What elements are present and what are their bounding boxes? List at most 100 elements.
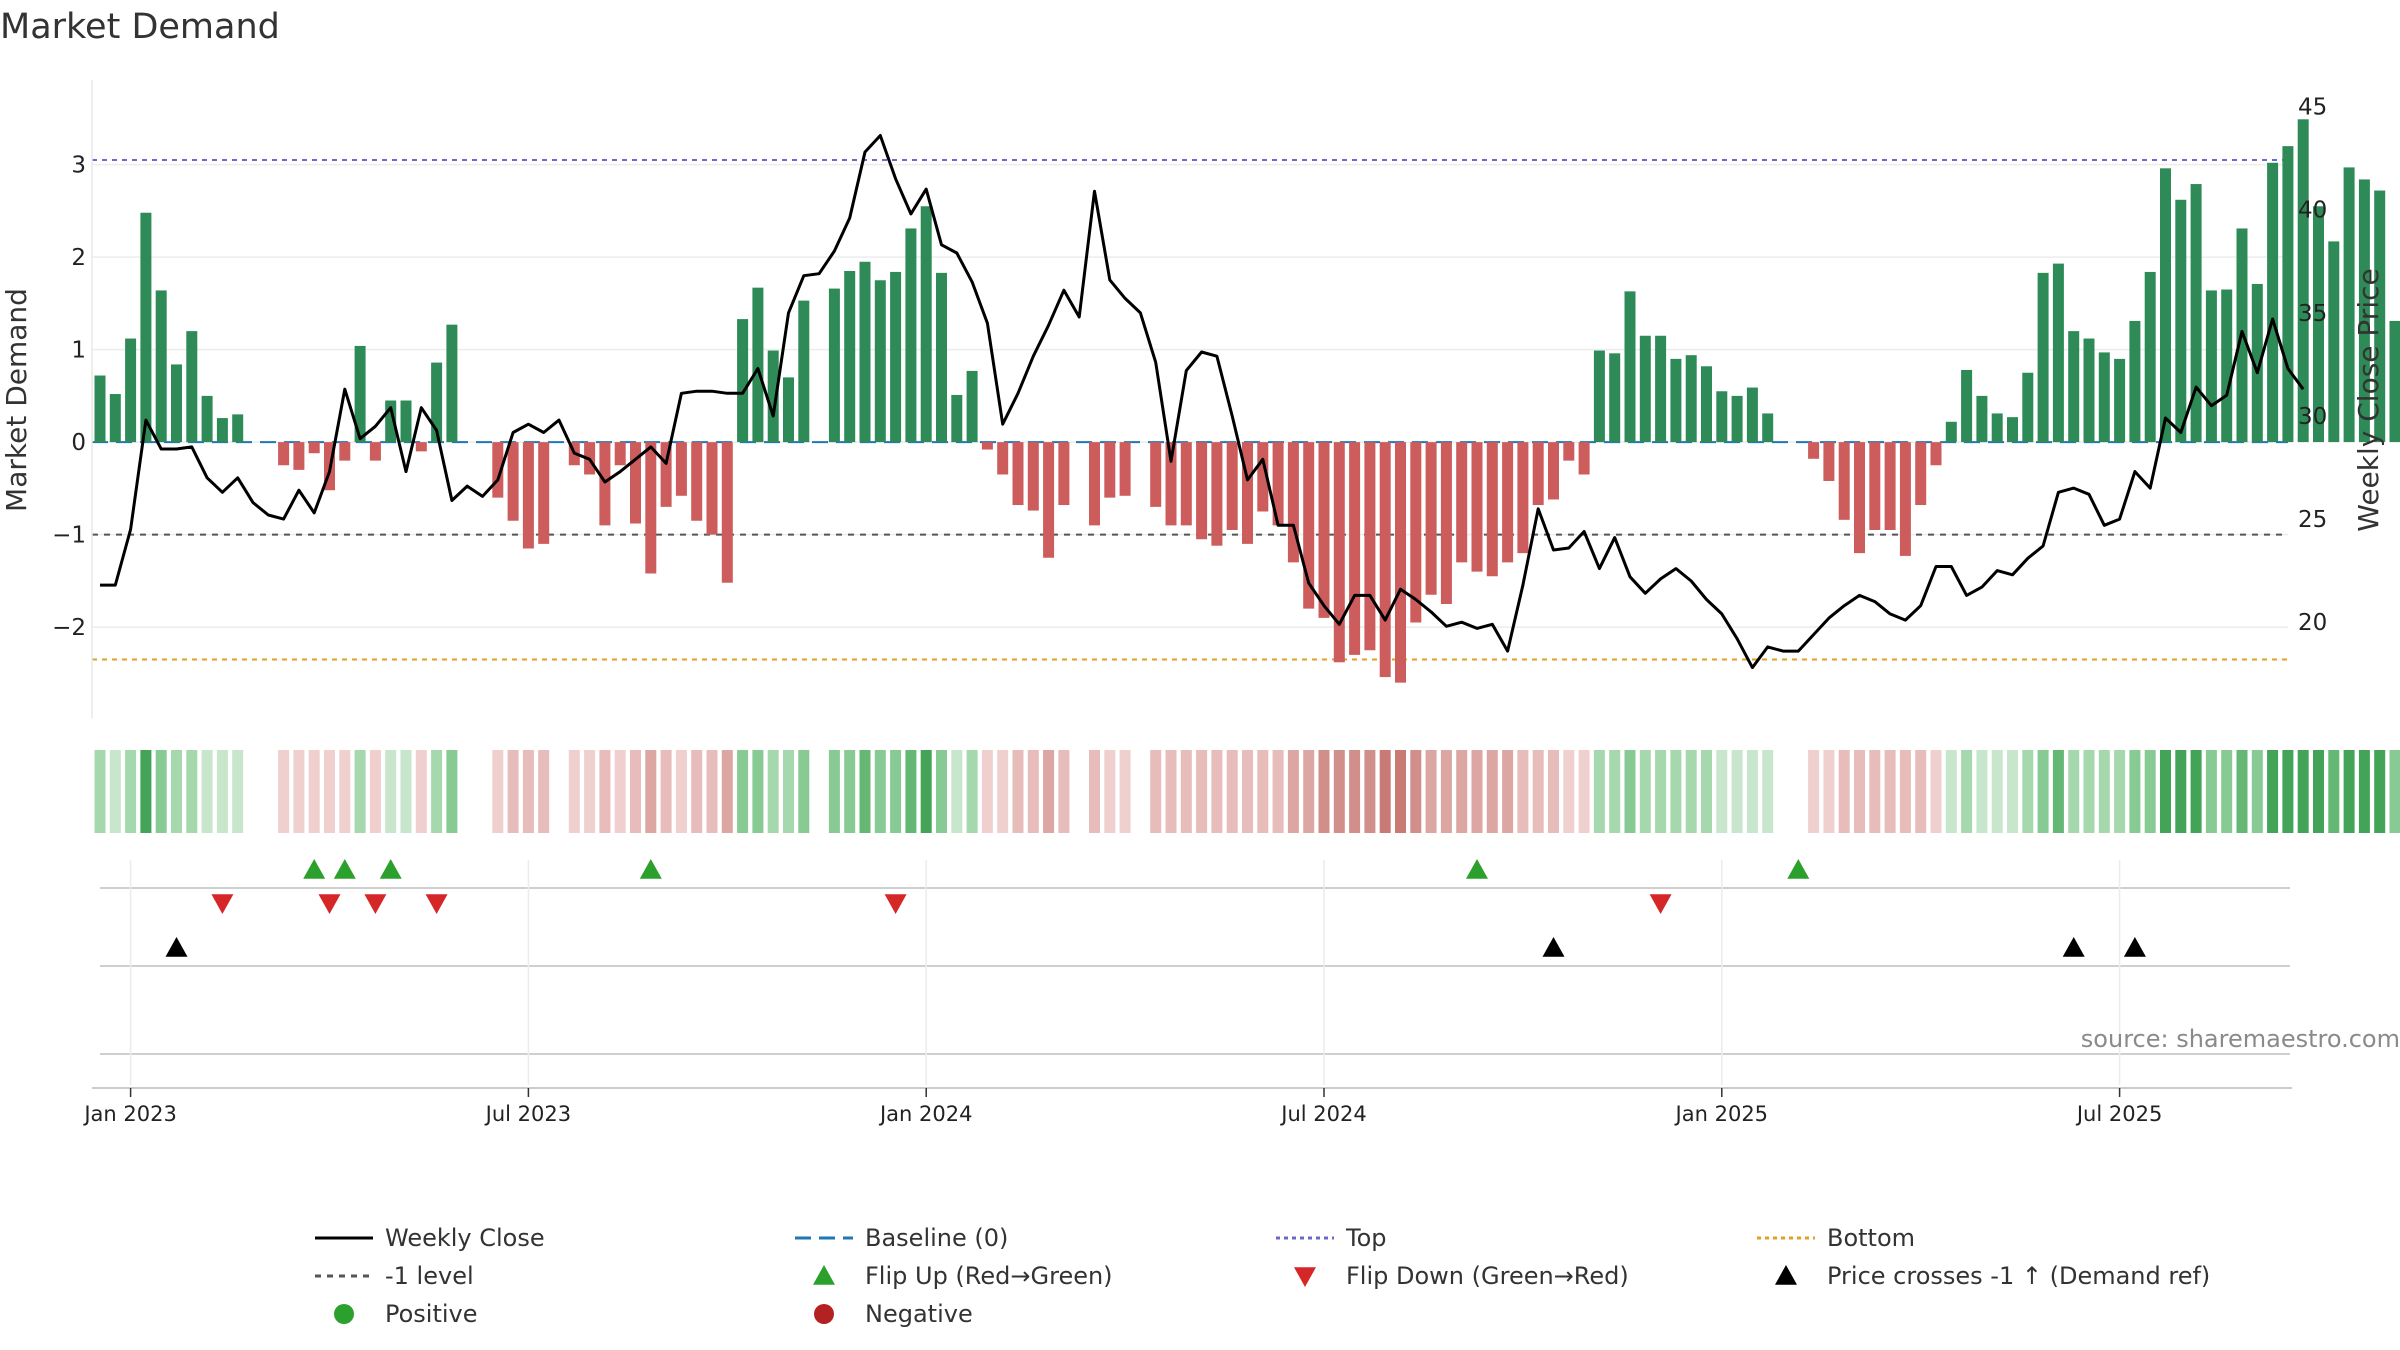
demand-bar [936,272,947,443]
flip-up-marker [333,859,356,879]
flip-down-marker [884,894,907,914]
demand-bar [675,442,687,496]
demand-bar [232,414,244,443]
left-tick-label: 2 [71,245,86,271]
demand-bar [798,300,810,443]
demand-bar [1104,442,1116,498]
demand-bar [2190,184,2202,443]
heat-cell [645,750,657,833]
heat-cell [109,750,121,833]
demand-bar [752,287,764,443]
heat-cell [1517,750,1529,833]
heat-cell [2083,750,2095,833]
demand-bar [645,442,657,574]
heat-cell [2129,750,2141,833]
heat-cell [1440,750,1452,833]
heat-cell [1486,750,1498,833]
demand-bar [1517,442,1529,554]
demand-bar [109,394,121,443]
legend-label: Price crosses -1 ↑ (Demand ref) [1827,1262,2210,1290]
demand-bar [2098,352,2110,443]
heat-cell [2037,750,2049,833]
demand-bar [966,370,978,443]
demand-bar [1854,442,1865,554]
demand-bar [2007,417,2018,443]
heat-cell [94,750,106,833]
legend-item: Top [1276,1224,1387,1252]
heat-cell [293,750,305,833]
heat-cell [936,750,947,833]
heat-cell [1716,750,1728,833]
heat-cell [1869,750,1881,833]
demand-bar [1899,442,1911,556]
demand-bar [1945,421,1957,443]
heat-cell [2114,750,2126,833]
demand-bar [1119,442,1131,496]
flip-up-marker [1466,859,1488,879]
heat-cell [2282,750,2294,833]
heat-cell [2236,750,2248,833]
legend-triangle-swatch [1294,1267,1316,1287]
demand-bar [1930,442,1942,466]
heat-cell [767,750,779,833]
right-tick-label: 30 [2298,404,2327,430]
legend-label: Negative [865,1300,973,1328]
demand-bars [94,119,2400,683]
heat-cell [920,750,932,833]
demand-bar [1272,442,1284,526]
heat-cell [1089,750,1100,833]
legend-item: Flip Down (Green→Red) [1294,1262,1629,1290]
demand-bar [1043,442,1055,558]
demand-bar [2313,206,2324,443]
heat-cell [1395,750,1406,833]
heat-cell [385,750,397,833]
heat-cell [1655,750,1667,833]
price-cross-marker [2062,937,2085,957]
left-tick-label: 0 [71,430,86,456]
heat-cell [2374,750,2386,833]
flip-up-marker [303,859,326,879]
heat-cell [1318,750,1330,833]
heat-cell [2251,750,2263,833]
heat-cell [1593,750,1605,833]
demand-bar [1731,395,1743,443]
heat-cell [1180,750,1192,833]
event-marker-rows [100,859,2290,1085]
demand-bar [492,442,504,498]
left-axis-label: Market Demand [0,288,33,512]
heat-cell [1043,750,1055,833]
legend-triangle-swatch [813,1265,835,1285]
heat-cell [584,750,596,833]
demand-bar [2251,283,2263,443]
demand-bar [1287,442,1299,563]
demand-bar [599,442,611,526]
legend-label: Flip Down (Green→Red) [1346,1262,1629,1290]
legend-label: Positive [385,1300,478,1328]
heat-cell [1854,750,1865,833]
demand-bar [522,442,534,549]
heat-cell [278,750,290,833]
demand-bar [94,375,106,443]
heat-cell [2221,750,2233,833]
legend-item: Bottom [1757,1224,1915,1252]
heat-cell [1945,750,1957,833]
legend-dot-swatch [814,1304,834,1324]
demand-bar [1532,442,1544,506]
heat-cell [1333,750,1345,833]
left-tick-label: 3 [71,153,86,179]
heat-cell [1578,750,1590,833]
heat-cell [2190,750,2202,833]
price-line-group [100,134,2305,670]
heat-cell [1563,750,1575,833]
heat-cell [522,750,534,833]
demand-bar [201,395,213,443]
heat-cell [2313,750,2324,833]
demand-bar [1165,442,1177,526]
heat-cell [706,750,718,833]
heat-cell [981,750,993,833]
demand-bar [981,442,993,450]
heat-cell [1930,750,1942,833]
heat-cell [1211,750,1223,833]
heat-cell [1272,750,1284,833]
